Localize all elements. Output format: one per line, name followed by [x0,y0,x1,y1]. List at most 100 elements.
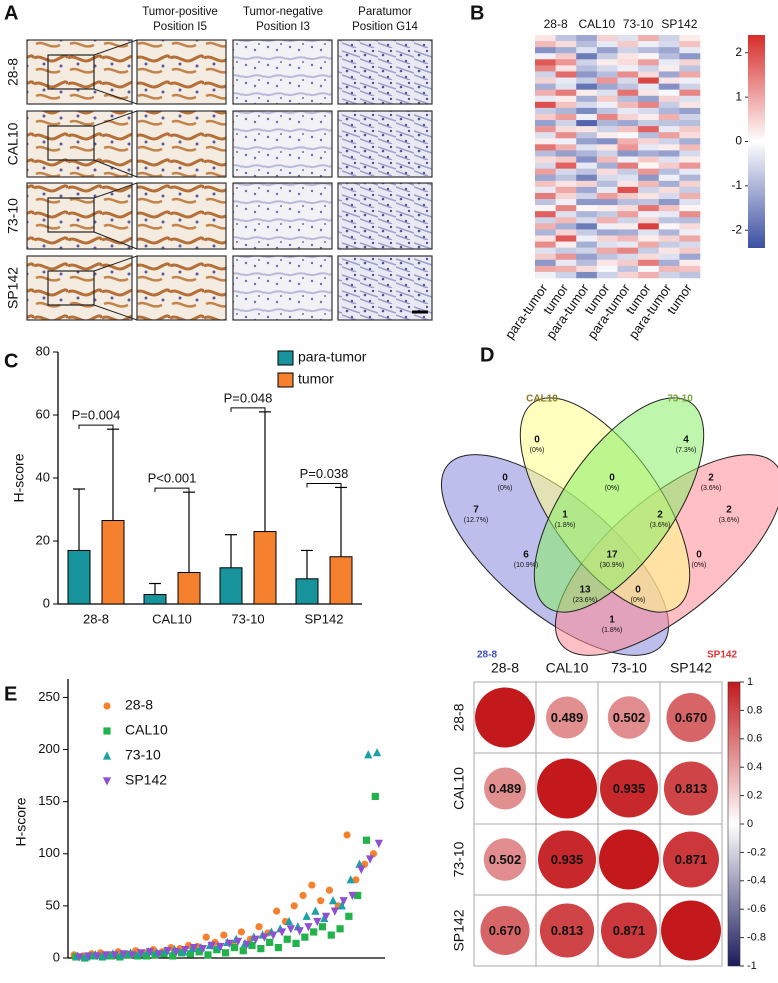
venn-diagram [440,397,778,656]
value-label: 0.489 [551,710,584,725]
heatmap-cell [535,101,556,109]
heatmap-cell [576,144,598,151]
scatter-point [330,907,339,916]
heatmap-cell [617,59,639,66]
heatmap-cell [679,223,701,230]
colorbar-tick-label: -0.8 [747,932,766,944]
heatmap-cell [658,132,680,139]
scatter-point [310,928,318,936]
scatter-point [286,925,295,934]
group-label: SP142 [661,17,697,31]
heatmap-cell [535,120,556,127]
heatmap-cell [617,192,639,200]
heatmap-cell [576,192,598,200]
heatmap-cell [679,47,701,54]
heatmap-cell [576,95,598,103]
heatmap-cell [555,83,577,90]
heatmap-cell [596,144,618,151]
micrograph [26,182,133,250]
heatmap-cell [679,271,701,279]
heatmap-cell [617,41,639,48]
heatmap-cell [658,223,680,230]
heatmap-cell [555,65,577,72]
heatmap-cell [555,132,577,139]
inset-connector [93,110,138,127]
heatmap-cell [617,247,639,254]
y-axis-label: H-score [11,453,27,502]
row-label: 73-10 [451,841,467,877]
scatter-point [84,952,93,961]
heatmap-cell [638,53,660,60]
heatmap-cell [658,211,680,218]
significance-bracket [306,482,342,488]
bar [177,572,201,605]
heatmap-cell [555,120,577,127]
heatmap-cell [658,168,680,176]
heatmap-cell [617,47,639,54]
heatmap-cell [596,113,618,121]
heatmap-cell [535,144,556,151]
heatmap-cell [617,253,639,261]
heatmap-cell [638,71,660,78]
heatmap-cell [576,180,598,188]
heatmap-cell [617,186,639,194]
heatmap-cell [679,192,701,200]
heatmap-cell [658,138,680,145]
heatmap-cell [658,156,680,163]
y-tick-label: 80 [36,343,50,358]
column-label: 73-10 [611,660,647,676]
legend-label: para-tumor [298,349,367,365]
correlation-circle [607,696,651,739]
scatter-point [202,933,210,941]
heatmap-cell [679,65,701,72]
venn-count: 4 [683,435,689,446]
panel-label: B [470,2,484,24]
heatmap-cell [638,107,660,115]
scatter-point [189,943,199,953]
heatmap-cell [576,65,598,72]
venn-percent: (0%) [498,485,513,492]
scatter-point [255,923,263,931]
heatmap-cell [679,211,701,218]
heatmap-cell [535,113,556,121]
heatmap-cell [596,271,618,279]
inset-connector [93,231,138,250]
venn-percent: (1.8%) [602,627,623,634]
venn-percent: (23.6%) [573,597,598,604]
heatmap-cell [555,229,577,236]
venn-set-label: SP142 [707,650,737,661]
heatmap-cell [617,199,639,206]
scatter-point [75,953,84,962]
heatmap-cell [596,101,618,109]
heatmap-cell [679,205,701,212]
heatmap-cell [679,71,701,78]
scatter-point [308,881,316,889]
venn-count: 17 [606,550,618,561]
heatmap-cell [555,113,577,121]
y-tick-label: 250 [38,689,60,704]
heatmap-cell [555,59,577,66]
heatmap-cell [596,53,618,60]
scatter-point [354,891,362,900]
heatmap-cell [535,259,556,267]
heatmap-cell [596,253,618,261]
heatmap-cell [596,126,618,133]
heatmap-cell [679,168,701,176]
heatmap-cell [679,59,701,66]
heatmap-cell [658,241,680,248]
heatmap-cell [617,53,639,60]
heatmap-cell [596,235,618,242]
heatmap-cell [535,65,556,72]
heatmap-cell [535,95,556,103]
heatmap-cell [617,144,639,151]
micrograph [337,255,433,321]
value-label: 0.935 [551,852,584,867]
heatmap-cell [638,89,660,97]
heatmap-cell [576,41,598,48]
heatmap-cell [576,138,598,145]
heatmap-cell [617,235,639,242]
heatmap-cell [658,113,680,121]
heatmap-cell [596,174,618,182]
heatmap-cell [679,235,701,242]
panel-label: C [4,350,18,372]
